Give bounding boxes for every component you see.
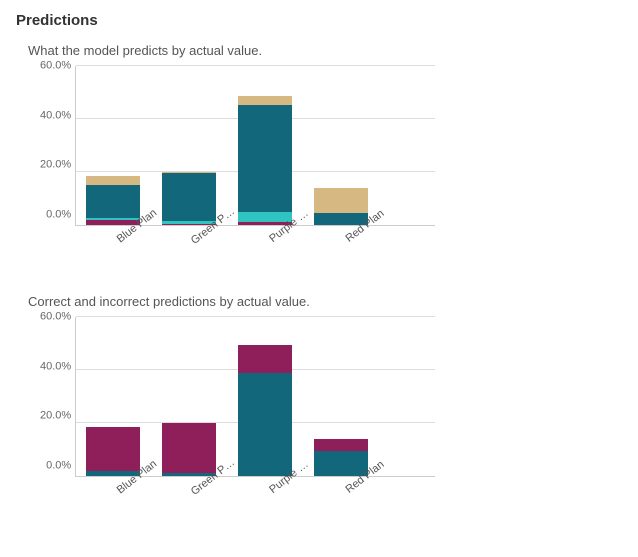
bar-segment-magenta	[238, 345, 292, 373]
chart1-x-labels: Blue PlanGreen P…Purple …Red Plan	[80, 230, 622, 242]
bar-segment-magenta	[314, 439, 368, 451]
chart1-y-axis: 60.0% 40.0% 20.0% 0.0%	[40, 66, 71, 226]
bar	[86, 317, 140, 476]
y-tick: 40.0%	[40, 361, 71, 372]
bar	[86, 66, 140, 225]
bar-segment-tan	[238, 96, 292, 105]
bar-segment-tan	[314, 188, 368, 213]
chart1: 60.0% 40.0% 20.0% 0.0% Blue PlanGreen P……	[40, 66, 622, 270]
y-tick: 0.0%	[40, 460, 71, 471]
chart2: 60.0% 40.0% 20.0% 0.0% Blue PlanGreen P……	[40, 317, 622, 521]
bar-segment-teal_dark	[238, 373, 292, 476]
y-tick: 60.0%	[40, 61, 71, 72]
chart2-x-labels: Blue PlanGreen P…Purple …Red Plan	[80, 481, 622, 493]
chart2-plot	[75, 317, 435, 477]
chart2-y-axis: 60.0% 40.0% 20.0% 0.0%	[40, 317, 71, 477]
bar	[238, 317, 292, 476]
y-tick: 40.0%	[40, 110, 71, 121]
bar	[314, 66, 368, 225]
bar	[162, 66, 216, 225]
bar-segment-magenta	[86, 427, 140, 471]
y-tick: 20.0%	[40, 160, 71, 171]
bar-segment-magenta	[162, 423, 216, 474]
bar	[238, 66, 292, 225]
bar	[162, 317, 216, 476]
bar-segment-teal_dark	[162, 173, 216, 221]
y-tick: 20.0%	[40, 411, 71, 422]
y-tick: 60.0%	[40, 312, 71, 323]
bar-segment-teal_dark	[238, 105, 292, 212]
chart1-plot	[75, 66, 435, 226]
bar	[314, 317, 368, 476]
chart2-subtitle: Correct and incorrect predictions by act…	[28, 294, 622, 309]
bar-segment-teal_dark	[86, 185, 140, 218]
bar-segment-tan	[86, 176, 140, 185]
section-title: Predictions	[16, 12, 622, 29]
chart1-subtitle: What the model predicts by actual value.	[28, 43, 622, 58]
y-tick: 0.0%	[40, 209, 71, 220]
